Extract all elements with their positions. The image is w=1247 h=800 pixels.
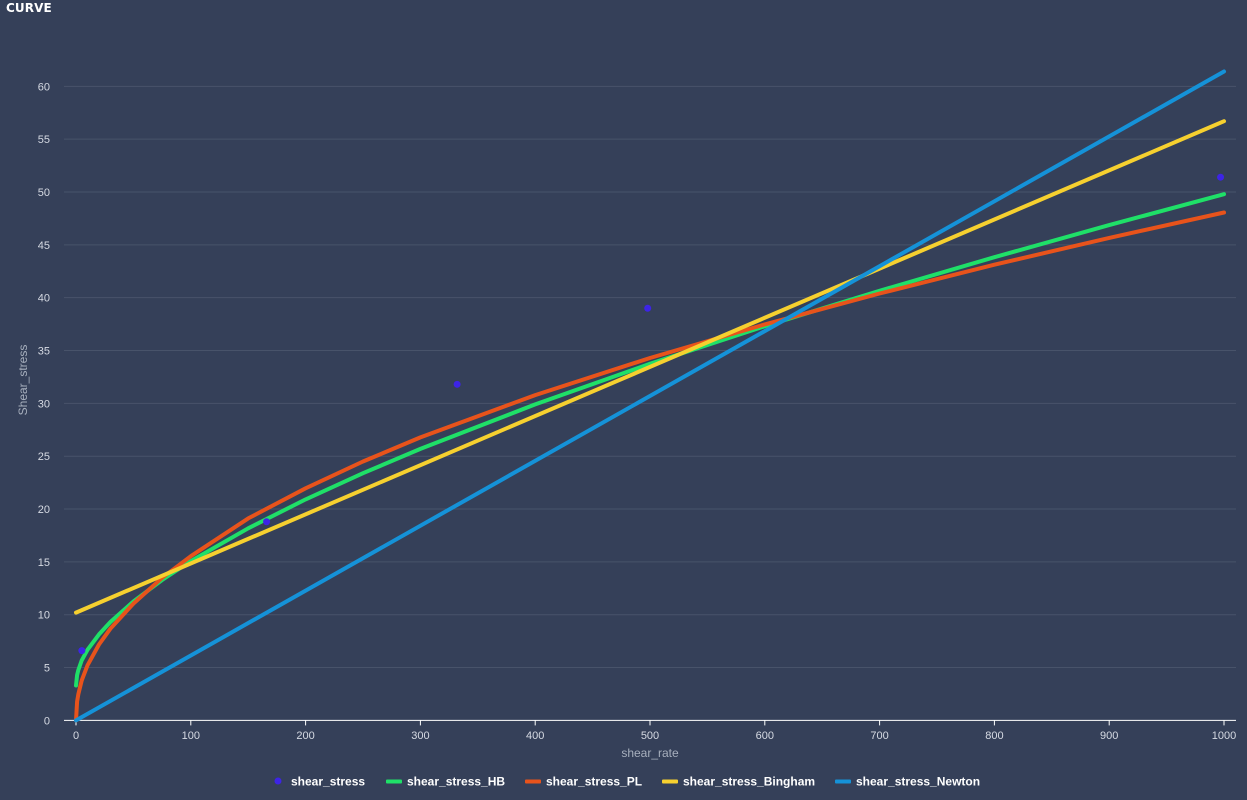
x-tick-label: 800 — [985, 730, 1003, 742]
y-tick-label: 45 — [38, 240, 50, 252]
legend-label: shear_stress_HB — [407, 775, 505, 789]
y-tick-label: 10 — [38, 610, 50, 622]
points-layer — [78, 173, 1225, 655]
data-point — [78, 647, 86, 655]
legend-marker-line — [386, 779, 402, 784]
y-tick-label: 55 — [38, 134, 50, 146]
legend-label: shear_stress — [291, 775, 365, 789]
x-tick-label: 0 — [73, 730, 79, 742]
x-axis-label: shear_rate — [621, 746, 679, 760]
legend-label: shear_stress_Bingham — [683, 775, 815, 789]
legend-label: shear_stress_Newton — [856, 775, 980, 789]
data-point — [644, 304, 652, 312]
x-tick-label: 200 — [296, 730, 314, 742]
y-tick-label: 20 — [38, 504, 50, 516]
y-tick-label: 35 — [38, 346, 50, 358]
series-layer — [74, 69, 1226, 723]
y-tick-label: 15 — [38, 557, 50, 569]
legend-label: shear_stress_PL — [546, 775, 642, 789]
legend-item-shear-stress-newton[interactable]: shear_stress_Newton — [835, 775, 980, 789]
y-tick-label: 25 — [38, 451, 50, 463]
x-tick-label: 400 — [526, 730, 544, 742]
grid-lines — [64, 85, 1236, 669]
x-tick-label: 600 — [756, 730, 774, 742]
series-line-shear-stress-hb — [74, 192, 1226, 688]
data-point — [453, 380, 461, 388]
data-point — [1217, 173, 1225, 181]
x-tick-label: 100 — [182, 730, 200, 742]
x-tick-label: 700 — [870, 730, 888, 742]
x-tick-label: 900 — [1100, 730, 1118, 742]
x-tick-label: 300 — [411, 730, 429, 742]
legend-item-shear-stress[interactable]: shear_stress — [274, 775, 366, 789]
legend-marker-line — [835, 779, 851, 784]
legend-item-shear-stress-hb[interactable]: shear_stress_HB — [386, 775, 505, 789]
legend-marker-point — [274, 777, 282, 785]
series-line-shear-stress-newton — [74, 69, 1226, 723]
y-tick-label: 5 — [44, 663, 50, 675]
legend-item-shear-stress-pl[interactable]: shear_stress_PL — [525, 775, 642, 789]
y-tick-label: 50 — [38, 187, 50, 199]
x-tick-label: 1000 — [1212, 730, 1236, 742]
series-line-shear-stress-pl — [74, 210, 1226, 723]
x-tick-label: 500 — [641, 730, 659, 742]
y-axis-label: Shear_stress — [16, 345, 30, 416]
page-title: CURVE — [6, 1, 52, 15]
legend-item-shear-stress-bingham[interactable]: shear_stress_Bingham — [662, 775, 815, 789]
y-tick-label: 40 — [38, 293, 50, 305]
y-tick-label: 30 — [38, 398, 50, 410]
series-line-shear-stress-bingham — [74, 119, 1226, 615]
data-point — [263, 518, 271, 526]
legend[interactable]: shear_stress shear_stress_HB shear_stress_… — [274, 775, 981, 789]
legend-marker-line — [662, 779, 678, 784]
legend-marker-line — [525, 779, 541, 784]
y-tick-label: 0 — [44, 715, 50, 727]
y-tick-label: 60 — [38, 81, 50, 93]
